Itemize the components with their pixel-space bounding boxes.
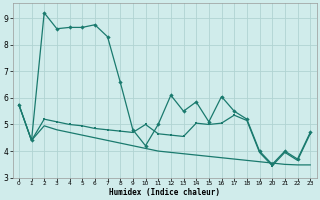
X-axis label: Humidex (Indice chaleur): Humidex (Indice chaleur) [109, 188, 220, 197]
